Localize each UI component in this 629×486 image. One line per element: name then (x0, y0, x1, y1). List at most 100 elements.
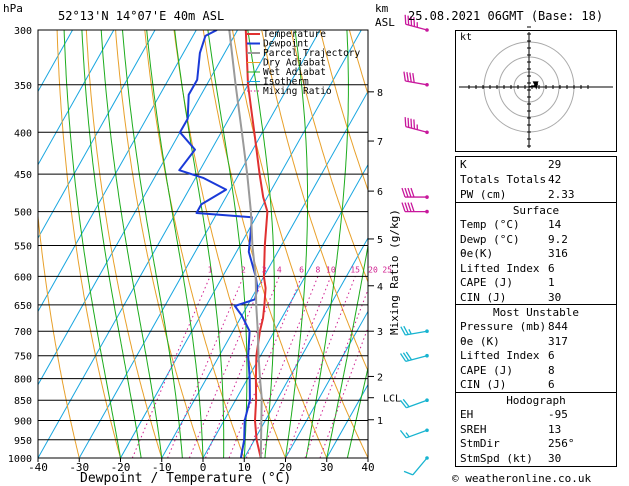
x-tick-label: 30 (320, 461, 333, 474)
pressure-tick-label: 800 (14, 375, 32, 386)
mixing-ratio-tick-label: 15 (350, 265, 360, 274)
storm-motion-marker (532, 81, 539, 88)
wind-barb-flag (412, 73, 415, 83)
legend-entry: Temperature (263, 29, 326, 40)
pressure-tick-label: 950 (14, 436, 32, 447)
x-tick-label: -30 (69, 461, 89, 474)
wind-barb-staff (405, 80, 428, 86)
wet-adiabat-line (146, 30, 204, 458)
wind-barb-flag (410, 16, 413, 26)
mixing-ratio-line (304, 288, 368, 458)
wind-barb (399, 428, 429, 439)
wind-barb-flag (401, 187, 406, 198)
mixing-ratio-tick-label: 4 (277, 265, 282, 274)
isotherm-line (202, 163, 368, 458)
km-tick-label: LCL (383, 394, 401, 405)
wind-barb-flag (403, 325, 409, 335)
footer-credit: © weatheronline.co.uk (452, 472, 591, 485)
wind-barb-flag (407, 117, 410, 128)
wind-barb-staff (406, 399, 428, 409)
wind-barb-flag (404, 117, 407, 127)
wind-barb-staff (405, 125, 428, 133)
isotherm-line (119, 30, 362, 458)
x-axis-title: Dewpoint / Temperature (°C) (80, 471, 291, 486)
wind-barb-flag (402, 398, 410, 408)
mixing-ratio-axis-title: Mixing Ratio (g/kg) (388, 209, 401, 335)
mixing-ratio-line (167, 276, 244, 458)
wet-adiabat-line (346, 365, 368, 458)
wind-barb-flag (409, 72, 412, 83)
mixing-ratio-tick-label: 2 (241, 265, 246, 274)
x-tick-label: -40 (28, 461, 48, 474)
pressure-tick-label: 500 (14, 208, 32, 219)
wind-barb-flag (410, 118, 413, 129)
wind-barb-half-flag (405, 432, 410, 438)
hodograph (459, 26, 613, 148)
profile-series (178, 30, 269, 458)
wind-barb-flag (407, 15, 410, 26)
isotherm-line (38, 30, 73, 93)
wind-barb-flag (405, 351, 413, 361)
dry-adiabat-line (173, 30, 286, 458)
legend-entry: Wet Adiabat (263, 67, 326, 78)
mixing-ratio-tick-label: 1 (208, 265, 213, 274)
wind-barb (403, 71, 429, 87)
wind-barb-flag (404, 202, 409, 212)
wind-barb (401, 202, 429, 214)
dry-adiabat-line (261, 30, 368, 373)
dry-adiabat-line (552, 24, 629, 458)
legend-entry: Isotherm (263, 77, 309, 88)
dry-adiabat-lines (38, 24, 629, 458)
wind-barb-half-flag (408, 329, 412, 335)
wind-barb-flag (401, 202, 406, 212)
dry-adiabat-line (56, 30, 121, 458)
pressure-tick-label: 300 (14, 26, 32, 37)
km-tick-label: 2 (377, 372, 383, 383)
wind-barb-flag (400, 326, 406, 336)
wind-barb-staff (412, 457, 428, 476)
wind-barb-flag (413, 17, 416, 27)
wind-barb (399, 351, 429, 363)
wind-barb-staff (405, 355, 428, 363)
wind-barb-flag (404, 187, 409, 198)
legend-entry: Parcel Trajectory (263, 48, 361, 59)
mixing-ratio-tick-label: 25 (382, 265, 392, 274)
km-tick-label: 6 (377, 187, 383, 198)
mixing-ratio-tick-label: 8 (315, 265, 320, 274)
pressure-tick-label: 700 (14, 327, 32, 338)
dry-adiabat-line (85, 30, 163, 458)
isotherm-lines (38, 30, 368, 458)
wind-barb-flag (402, 352, 410, 362)
parcel-trajectory-line (228, 30, 263, 458)
wind-barb-flag (406, 72, 409, 82)
pressure-tick-label: 1000 (8, 454, 32, 465)
dry-adiabat-line (38, 211, 80, 458)
km-tick-label: 1 (377, 416, 383, 427)
isotherm-line (38, 30, 197, 313)
hpa-unit-label: hPa (3, 2, 23, 15)
isotherm-line (38, 30, 280, 458)
datetime-label: 25.08.2021 06GMT (Base: 18) (408, 9, 603, 23)
wind-barb-staff (405, 23, 428, 31)
wind-barb-flag (410, 202, 415, 212)
isotherm-line (284, 310, 368, 458)
wind-barb (403, 456, 429, 476)
mixing-ratio-tick-label: 10 (326, 265, 336, 274)
km-tick-label: 5 (377, 235, 383, 246)
dry-adiabat-line (464, 24, 629, 458)
wind-barbs (399, 14, 429, 476)
dry-adiabat-line (581, 24, 629, 458)
wet-adiabat-line (63, 30, 121, 458)
temperature-line (244, 30, 269, 458)
isotherm-line (38, 30, 115, 166)
dry-adiabat-line (435, 24, 629, 458)
mixing-ratio-tick-label: 20 (368, 265, 378, 274)
dry-adiabat-line (406, 24, 616, 458)
pressure-tick-label: 450 (14, 170, 32, 181)
dry-adiabat-line (377, 24, 574, 458)
pressure-tick-label: 400 (14, 128, 32, 139)
isotherm-line (243, 237, 368, 458)
wind-barb-flag (399, 429, 407, 439)
